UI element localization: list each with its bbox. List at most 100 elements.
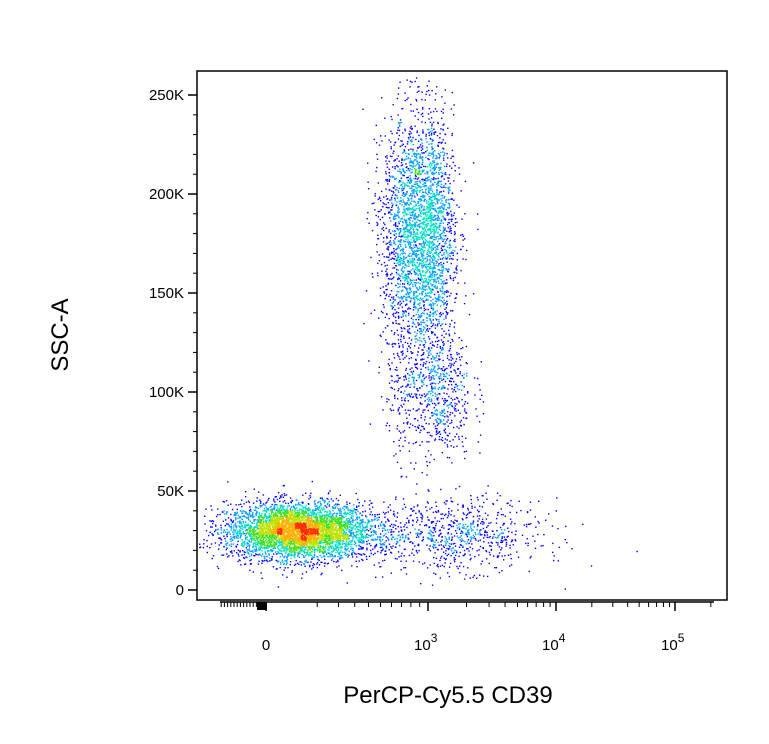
data-point bbox=[299, 544, 301, 546]
data-point bbox=[317, 529, 319, 531]
data-point bbox=[254, 532, 256, 535]
data-point bbox=[262, 541, 264, 544]
data-point bbox=[263, 524, 265, 526]
data-point bbox=[339, 494, 341, 496]
data-point bbox=[266, 517, 268, 519]
data-point bbox=[242, 545, 244, 548]
data-point bbox=[347, 523, 349, 525]
data-point bbox=[327, 530, 329, 532]
data-point bbox=[275, 519, 277, 521]
data-point bbox=[296, 518, 298, 520]
data-point bbox=[360, 523, 362, 525]
data-point bbox=[434, 198, 436, 201]
data-point bbox=[335, 526, 337, 528]
data-point bbox=[294, 538, 296, 540]
data-point bbox=[371, 506, 374, 508]
data-point bbox=[362, 535, 364, 538]
data-point bbox=[426, 173, 428, 175]
data-point bbox=[287, 516, 289, 519]
data-point bbox=[315, 525, 318, 528]
data-point bbox=[256, 500, 258, 502]
data-point bbox=[324, 541, 326, 544]
data-point bbox=[300, 541, 302, 543]
data-point bbox=[337, 534, 340, 537]
data-point bbox=[317, 545, 320, 547]
data-point bbox=[275, 536, 277, 538]
data-point bbox=[325, 538, 328, 540]
data-point bbox=[346, 503, 348, 505]
data-point bbox=[292, 524, 295, 526]
data-point bbox=[330, 532, 332, 534]
data-point bbox=[334, 507, 336, 509]
data-point bbox=[234, 524, 237, 526]
data-point bbox=[362, 504, 364, 507]
data-point bbox=[320, 520, 322, 522]
data-point bbox=[415, 233, 417, 235]
data-point bbox=[291, 509, 294, 511]
data-point bbox=[322, 552, 324, 555]
data-point bbox=[443, 123, 445, 125]
data-point bbox=[351, 511, 353, 514]
data-point bbox=[316, 563, 318, 565]
data-point bbox=[404, 92, 406, 94]
data-point bbox=[253, 545, 255, 547]
data-point bbox=[311, 513, 313, 515]
data-point bbox=[272, 531, 274, 533]
data-point bbox=[339, 537, 341, 540]
data-point bbox=[353, 541, 356, 543]
data-point bbox=[330, 559, 333, 561]
data-point bbox=[259, 499, 261, 501]
data-point bbox=[301, 529, 304, 532]
data-point bbox=[226, 553, 228, 555]
data-point bbox=[252, 516, 254, 519]
data-point bbox=[271, 508, 273, 510]
data-point bbox=[289, 523, 291, 525]
data-point bbox=[233, 524, 235, 526]
data-point bbox=[289, 514, 291, 517]
data-point bbox=[270, 532, 273, 534]
data-point bbox=[336, 531, 338, 533]
data-point bbox=[433, 132, 435, 134]
data-point bbox=[367, 539, 370, 542]
data-point bbox=[248, 513, 251, 515]
data-point bbox=[301, 541, 303, 543]
data-point bbox=[270, 518, 272, 521]
data-point bbox=[283, 515, 286, 517]
data-point bbox=[259, 554, 261, 556]
data-point bbox=[280, 508, 283, 511]
data-point bbox=[327, 562, 330, 564]
data-point bbox=[422, 178, 424, 181]
data-point bbox=[253, 548, 256, 551]
data-point bbox=[280, 532, 283, 535]
data-point bbox=[344, 533, 347, 536]
data-point bbox=[324, 500, 326, 503]
data-point bbox=[371, 539, 374, 541]
data-point bbox=[276, 519, 278, 522]
data-point bbox=[365, 555, 368, 558]
data-point bbox=[359, 533, 361, 535]
data-point bbox=[297, 524, 300, 526]
data-point bbox=[217, 567, 220, 570]
data-point bbox=[293, 510, 295, 513]
data-point bbox=[267, 509, 270, 511]
data-point bbox=[285, 560, 288, 563]
data-point bbox=[365, 537, 367, 539]
data-point bbox=[320, 504, 322, 507]
data-point bbox=[337, 549, 340, 551]
data-point bbox=[328, 492, 330, 494]
data-point bbox=[314, 540, 316, 542]
data-point bbox=[438, 295, 440, 298]
data-point bbox=[313, 501, 316, 503]
data-point bbox=[317, 527, 320, 529]
data-point bbox=[313, 514, 315, 516]
data-point bbox=[320, 537, 322, 539]
data-point bbox=[297, 552, 300, 554]
data-point bbox=[406, 228, 409, 230]
data-point bbox=[349, 518, 351, 520]
data-point bbox=[262, 533, 264, 535]
data-point bbox=[284, 520, 286, 522]
data-point bbox=[412, 188, 414, 191]
data-point bbox=[276, 515, 278, 517]
data-point bbox=[253, 528, 255, 530]
data-point bbox=[284, 521, 286, 523]
